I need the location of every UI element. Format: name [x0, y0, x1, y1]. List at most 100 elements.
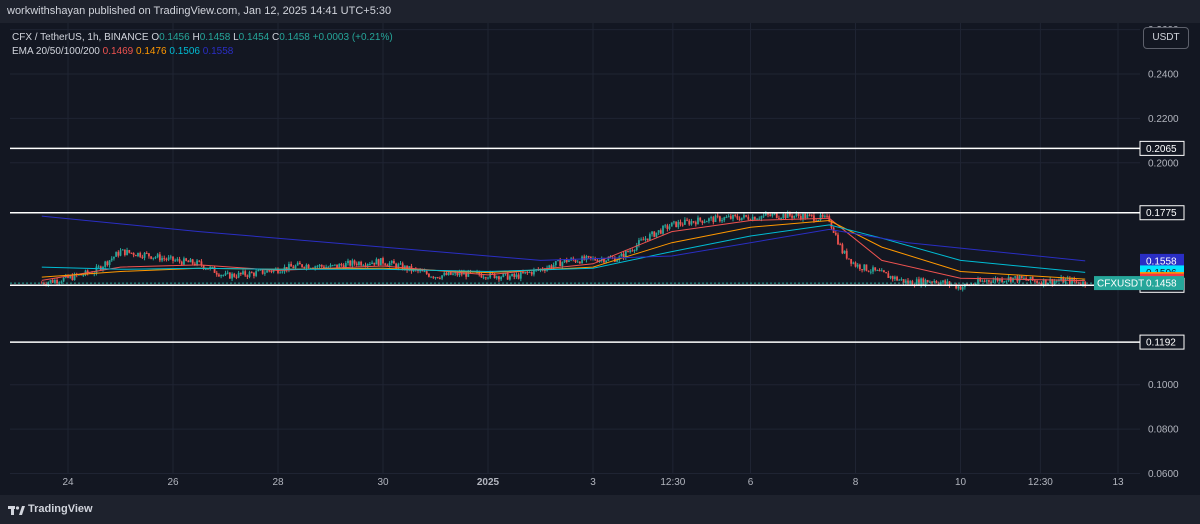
- candle-body: [327, 266, 330, 268]
- publisher-text: workwithshayan published on TradingView.…: [7, 5, 392, 17]
- candle-body: [336, 264, 338, 268]
- change-value: +0.0003 (+0.21%): [312, 32, 393, 43]
- candle-body: [71, 275, 74, 281]
- candle-body: [1051, 279, 1054, 285]
- candle-body: [775, 213, 778, 218]
- level-tag-box: [1139, 334, 1185, 350]
- candle-body: [668, 226, 671, 229]
- candle-body: [583, 256, 586, 260]
- candle-body: [1079, 283, 1082, 285]
- x-tick-label: 8: [853, 477, 859, 488]
- candle-body: [371, 262, 373, 264]
- candle-body: [1036, 281, 1038, 283]
- candle-body: [996, 278, 999, 282]
- candle-body: [441, 275, 443, 279]
- candle-body: [259, 269, 262, 271]
- candle-body: [874, 267, 877, 271]
- candle-body: [279, 272, 282, 274]
- candle-body: [56, 279, 58, 284]
- candle-body: [73, 273, 76, 281]
- candle-body: [430, 276, 433, 278]
- candle-body: [126, 250, 128, 256]
- candle-body: [664, 225, 667, 227]
- candle-body: [305, 264, 308, 269]
- candle-body: [119, 250, 122, 256]
- candle-body: [235, 276, 238, 278]
- candle-body: [780, 217, 783, 219]
- candle-body: [193, 263, 196, 266]
- candle-body: [981, 280, 984, 282]
- candle-body: [137, 252, 139, 257]
- candle-body: [887, 273, 890, 278]
- candle-body: [631, 250, 634, 252]
- candle-body: [948, 281, 951, 286]
- close-label: C: [272, 32, 280, 43]
- candle-body: [148, 253, 150, 257]
- candle-body: [1014, 276, 1017, 278]
- candle-body: [795, 213, 798, 216]
- candle-body: [506, 272, 509, 280]
- candle-body: [95, 266, 98, 274]
- candle-body: [121, 249, 124, 251]
- candle-body: [607, 257, 610, 261]
- candle-body: [290, 263, 293, 267]
- candle-body: [298, 262, 301, 265]
- candle-body: [152, 257, 155, 259]
- candle-body: [810, 214, 813, 216]
- close-value: 0.1458: [279, 32, 310, 43]
- candle-body: [918, 279, 920, 286]
- candle-body: [622, 253, 625, 258]
- price-tag-box: [1140, 253, 1184, 268]
- candle-body: [248, 272, 251, 277]
- candle-body: [589, 256, 592, 259]
- candle-body: [143, 252, 146, 258]
- candle-body: [889, 276, 892, 278]
- symbol-legend-row: CFX / TetherUS, 1h, BINANCE O0.1456 H0.1…: [12, 31, 393, 45]
- candle-body: [944, 280, 947, 284]
- y-tick-label: 0.0800: [1148, 425, 1179, 436]
- candle-body: [449, 271, 452, 275]
- candle-body: [257, 270, 260, 272]
- candle-body: [793, 215, 796, 218]
- candle-body: [132, 253, 135, 256]
- ema200-value: 0.1558: [202, 46, 234, 57]
- candle-body: [979, 279, 982, 282]
- open-value: 0.1456: [159, 32, 190, 43]
- candle-body: [222, 275, 225, 277]
- candle-body: [347, 260, 349, 264]
- candle-body: [697, 217, 699, 225]
- candle-body: [1068, 278, 1071, 284]
- y-tick-label: 0.0600: [1148, 469, 1179, 480]
- currency-button[interactable]: USDT: [1143, 27, 1189, 49]
- candle-body: [353, 260, 356, 264]
- low-label: L: [233, 32, 239, 43]
- candle-body: [465, 272, 468, 277]
- candle-body: [123, 249, 126, 256]
- candle-body: [333, 264, 336, 266]
- candle-body: [382, 258, 384, 264]
- candle-body: [434, 277, 437, 279]
- candle-body: [292, 266, 295, 269]
- candle-body: [1020, 276, 1023, 279]
- candle-body: [946, 281, 949, 284]
- chart-area[interactable]: 0.26000.24000.22000.20000.10000.08000.06…: [0, 23, 1200, 494]
- candle-body: [635, 245, 638, 250]
- candle-body: [738, 218, 741, 221]
- candle-body: [320, 264, 323, 267]
- candle-body: [764, 213, 767, 216]
- candle-body: [563, 259, 566, 263]
- x-tick-label: 6: [748, 477, 754, 488]
- candle-body: [565, 259, 568, 262]
- candle-body: [992, 280, 995, 283]
- candle-body: [139, 252, 142, 257]
- candle-body: [318, 264, 321, 267]
- candle-body: [1029, 276, 1032, 281]
- candle-body: [303, 267, 306, 269]
- candle-body: [861, 269, 863, 271]
- candle-body: [808, 214, 811, 216]
- candle-body: [773, 213, 776, 215]
- candle-body: [62, 277, 65, 282]
- high-value: 0.1458: [199, 32, 231, 43]
- candle-body: [445, 272, 448, 276]
- price-chart[interactable]: 0.26000.24000.22000.20000.10000.08000.06…: [0, 23, 1200, 494]
